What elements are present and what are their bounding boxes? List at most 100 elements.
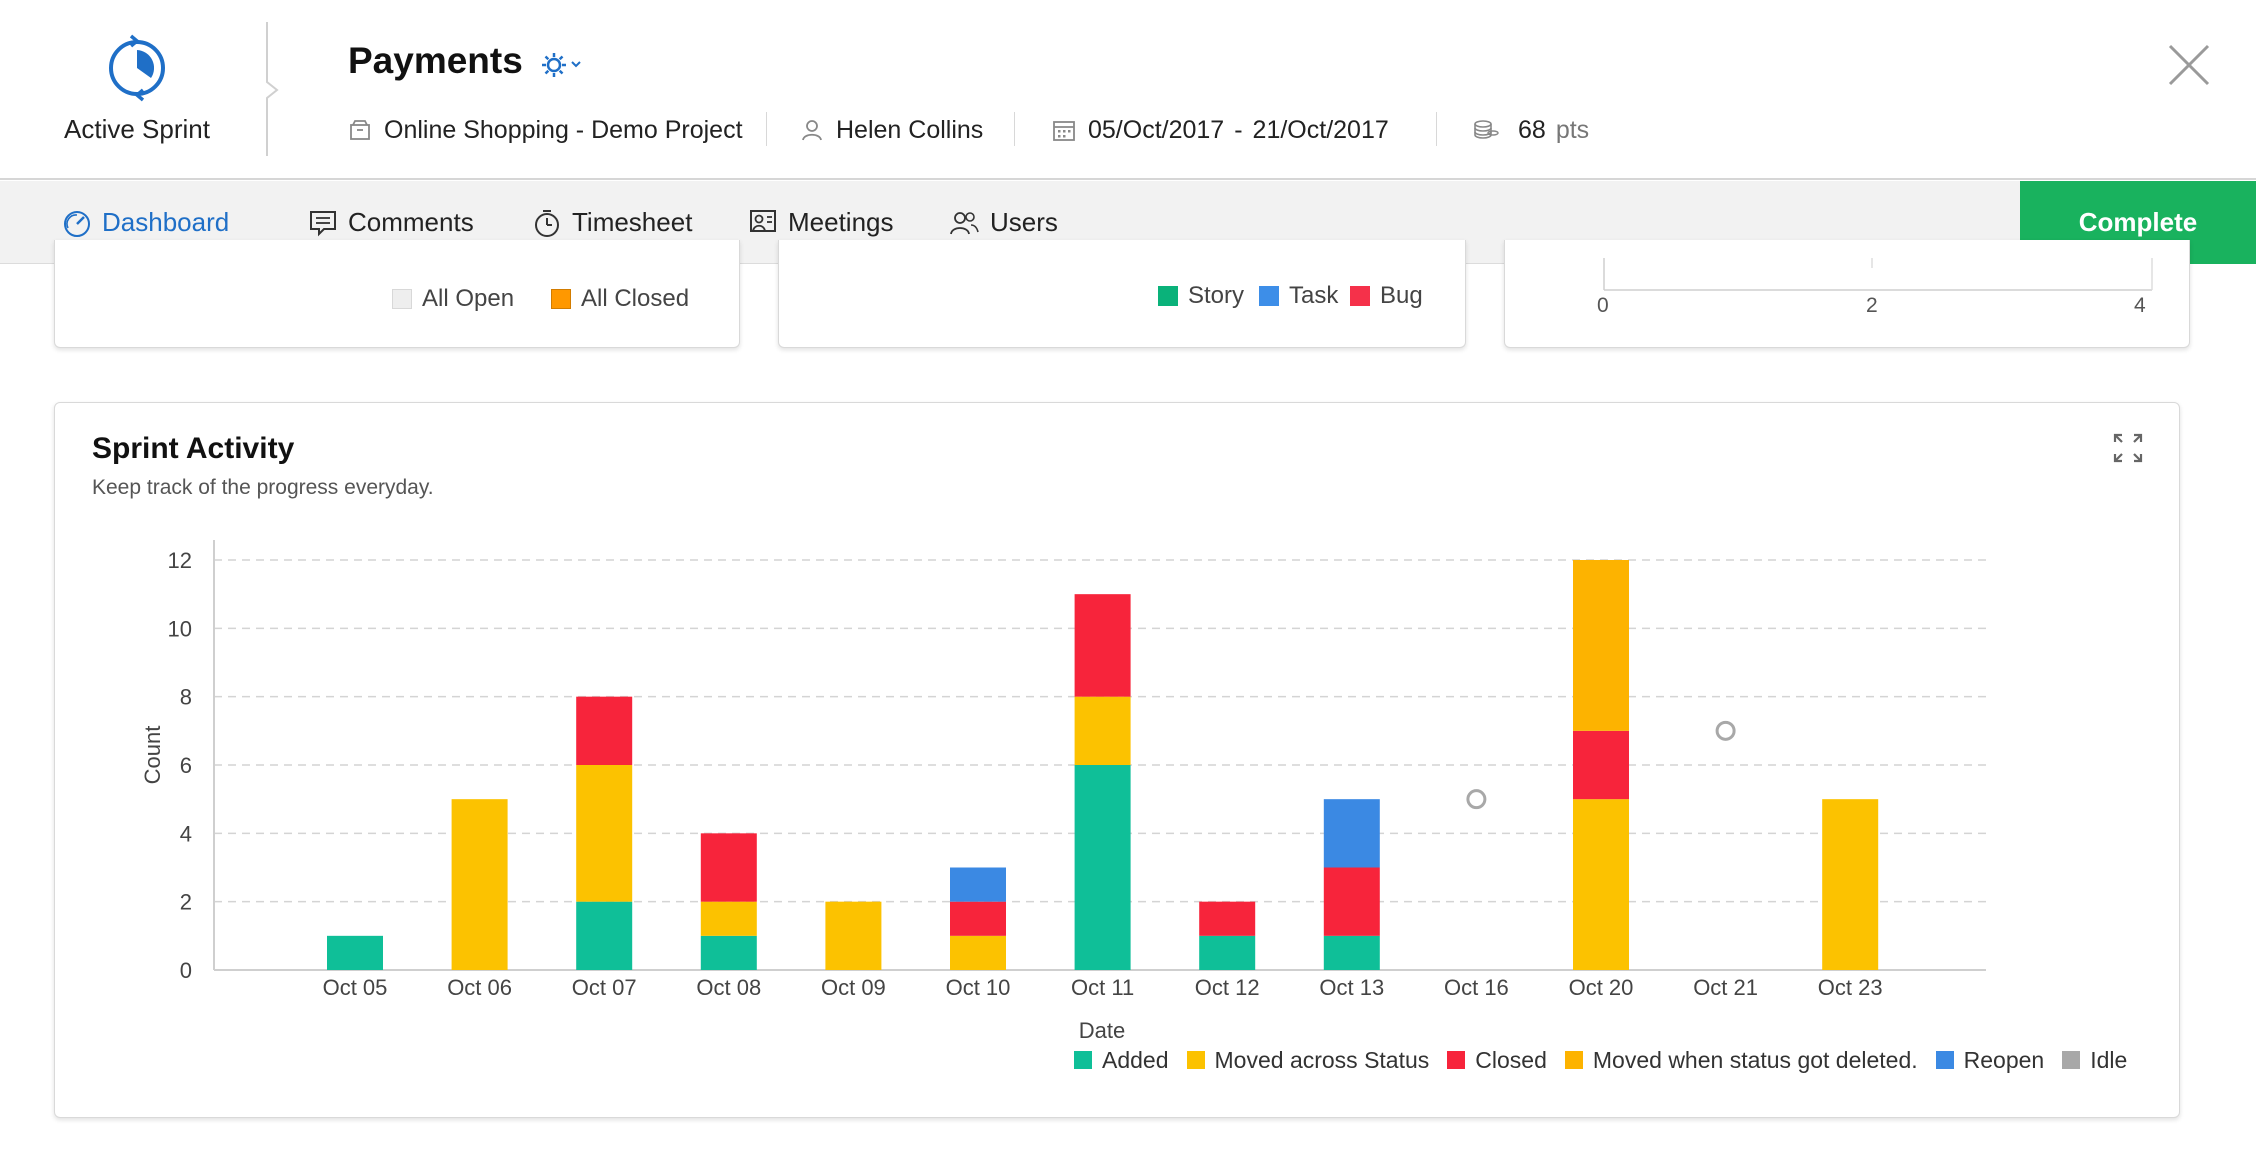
legend-label: Idle [2090,1046,2128,1073]
legend-item[interactable]: Moved across Status [1186,1046,1430,1074]
legend-label: Bug [1380,282,1423,309]
x-tick-label: Oct 10 [946,975,1011,1000]
x-tick-label: Oct 09 [821,975,886,1000]
legend-label: Moved across Status [1214,1046,1430,1073]
bar-segment [327,935,383,970]
end-date: 21/Oct/2017 [1252,115,1389,144]
legend-swatch [1350,286,1370,306]
bar-segment [576,696,633,765]
legend-item: All Open [392,285,514,313]
coins-icon [1474,120,1499,139]
user-icon [802,120,822,141]
dashboard-gauge-icon [64,210,90,237]
bar-segment [1573,560,1629,731]
legend-label: Added [1102,1046,1169,1073]
owner-meta[interactable]: Helen Collins [800,112,983,148]
x-tick-label: Oct 08 [696,975,761,1000]
x-tick-label: Oct 07 [572,975,637,1000]
x-axis-title: Date [1079,1018,1125,1043]
legend-item[interactable]: Moved when status got deleted. [1564,1046,1918,1074]
date-range-meta[interactable]: 05/Oct/2017 - 21/Oct/2017 [1052,112,1389,148]
idle-point [1466,789,1487,810]
chart-legend: Added Moved across Status Closed Moved when… [1074,1044,2145,1076]
settings-gear-icon[interactable] [540,50,586,80]
legend-item[interactable]: Reopen [1935,1047,2044,1074]
x-tick-label: Oct 05 [323,975,388,1000]
legend-swatch [1564,1051,1583,1069]
tab-timesheet[interactable]: Timesheet [532,181,692,264]
legend-swatch [1447,1051,1466,1069]
owner-name: Helen Collins [836,115,984,144]
tab-label: Meetings [788,207,894,237]
users-icon [950,211,979,234]
bar-segment [700,935,757,970]
tab-label: Comments [348,207,474,237]
y-tick-label: 4 [180,821,192,846]
x-tick-label: Oct 06 [447,975,512,1000]
y-tick-label: 10 [168,616,192,641]
active-sprint-badge: Active Sprint [0,0,268,180]
bar-segment [1199,901,1256,936]
sprint-header: Active Sprint Payments Online Shopping -… [0,0,2256,180]
y-tick-label: 2 [180,890,192,915]
legend-swatch [1186,1051,1205,1069]
bar-segment [950,867,1006,902]
y-tick-label: 8 [180,685,192,710]
legend-swatch [551,289,571,309]
legend-item[interactable]: Added [1074,1047,1169,1074]
bar-segment [1822,799,1879,970]
y-tick-label: 6 [180,753,192,778]
bar-segment [825,901,882,970]
sprint-cycle-icon [109,34,165,102]
sprint-title: Payments [348,40,523,81]
calendar-icon [1053,121,1075,141]
idle-point [1715,720,1736,741]
card-subtitle: Keep track of the progress everyday. [92,476,434,499]
bar-segment [1573,730,1629,800]
legend-label: Closed [1475,1046,1547,1073]
meeting-icon [750,209,776,232]
date-separator: - [1234,115,1243,144]
legend-label: Task [1289,282,1339,309]
close-icon[interactable] [2166,42,2212,88]
project-name: Online Shopping - Demo Project [384,115,743,144]
meta-divider [766,112,767,146]
tab-label: Dashboard [102,207,230,237]
project-meta[interactable]: Online Shopping - Demo Project [348,112,743,148]
legend-item: Task [1259,282,1338,310]
header-divider [266,22,279,156]
legend-swatch [392,289,412,309]
bar-segment [576,901,633,970]
tab-meetings[interactable]: Meetings [748,181,894,264]
tab-users[interactable]: Users [948,181,1058,264]
bar-segment [1074,696,1131,765]
legend-swatch [1259,286,1279,306]
expand-icon[interactable] [2112,432,2144,464]
legend-item[interactable]: Idle [2062,1047,2127,1074]
tab-comments[interactable]: Comments [308,181,474,264]
x-tick-label: Oct 13 [1319,975,1384,1000]
active-sprint-label: Active Sprint [64,114,210,144]
tab-label: Users [990,207,1058,237]
bar-segment [950,935,1006,970]
bar-segment [1323,867,1380,936]
bar-segment [1199,935,1256,970]
legend-item: Story [1158,282,1244,310]
legend-item[interactable]: Closed [1447,1047,1547,1074]
legend-label: All Closed [581,285,690,312]
points-meta: 68 pts [1472,112,1589,148]
x-tick-label: Oct 16 [1444,975,1509,1000]
legend-label: All Open [422,285,515,312]
mini-axis [1603,258,2153,291]
card-title: Sprint Activity [92,432,295,465]
x-tick-label: Oct 11 [1071,975,1134,1000]
bar-segment [700,901,757,936]
comment-icon [310,210,336,236]
legend-swatch [1074,1051,1092,1069]
tab-dashboard[interactable]: Dashboard [62,181,229,264]
legend-label: Moved when status got deleted. [1592,1046,1918,1073]
bar-segment [1573,799,1629,970]
legend-swatch [2062,1051,2081,1069]
